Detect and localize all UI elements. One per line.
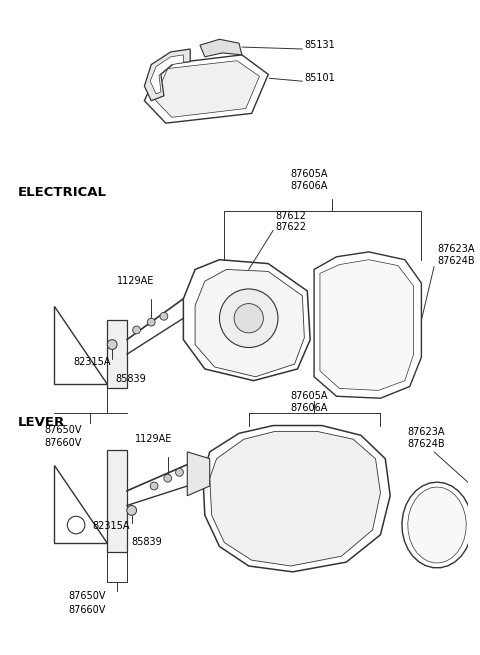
Text: 1129AE: 1129AE (117, 276, 155, 286)
Polygon shape (187, 452, 210, 496)
Polygon shape (408, 487, 466, 563)
Text: 85839: 85839 (115, 374, 146, 384)
Polygon shape (150, 55, 183, 94)
Circle shape (176, 468, 183, 476)
Text: 85131: 85131 (304, 40, 335, 50)
Text: 87622: 87622 (275, 223, 306, 233)
Polygon shape (203, 426, 390, 572)
Text: 1129AE: 1129AE (134, 434, 172, 444)
Text: 87605A: 87605A (291, 169, 328, 179)
Circle shape (150, 482, 158, 490)
Text: 87605A: 87605A (291, 391, 328, 401)
Text: 87612: 87612 (275, 211, 306, 221)
Polygon shape (108, 320, 127, 388)
Text: 87624B: 87624B (408, 439, 445, 449)
Circle shape (219, 289, 278, 348)
Polygon shape (154, 61, 260, 117)
Text: LEVER: LEVER (18, 416, 65, 429)
Text: 85101: 85101 (304, 73, 335, 83)
Polygon shape (195, 269, 304, 377)
Text: 87650V: 87650V (68, 591, 106, 601)
Polygon shape (183, 259, 310, 381)
Circle shape (127, 506, 137, 515)
Polygon shape (314, 252, 421, 398)
Text: 87650V: 87650V (44, 424, 82, 434)
Polygon shape (144, 49, 190, 101)
Circle shape (132, 326, 141, 334)
Text: 82315A: 82315A (93, 521, 130, 531)
Text: ELECTRICAL: ELECTRICAL (18, 185, 107, 198)
Text: 87606A: 87606A (291, 181, 328, 191)
Polygon shape (200, 39, 242, 57)
Polygon shape (402, 482, 472, 568)
Text: 82315A: 82315A (73, 357, 111, 367)
Circle shape (160, 312, 168, 320)
Circle shape (234, 304, 264, 333)
Circle shape (147, 318, 155, 326)
Text: 87624B: 87624B (437, 255, 475, 265)
Circle shape (108, 340, 117, 350)
Polygon shape (54, 464, 108, 542)
Circle shape (67, 516, 85, 534)
Text: 87660V: 87660V (44, 438, 81, 448)
Polygon shape (210, 432, 381, 566)
Text: 87623A: 87623A (408, 427, 445, 438)
Text: 87660V: 87660V (68, 605, 106, 615)
Polygon shape (144, 55, 268, 123)
Text: 87623A: 87623A (437, 244, 475, 254)
Polygon shape (54, 305, 108, 384)
Polygon shape (320, 259, 414, 390)
Text: 85839: 85839 (132, 536, 162, 547)
Text: 87606A: 87606A (291, 403, 328, 413)
Polygon shape (108, 450, 127, 552)
Circle shape (164, 474, 172, 482)
